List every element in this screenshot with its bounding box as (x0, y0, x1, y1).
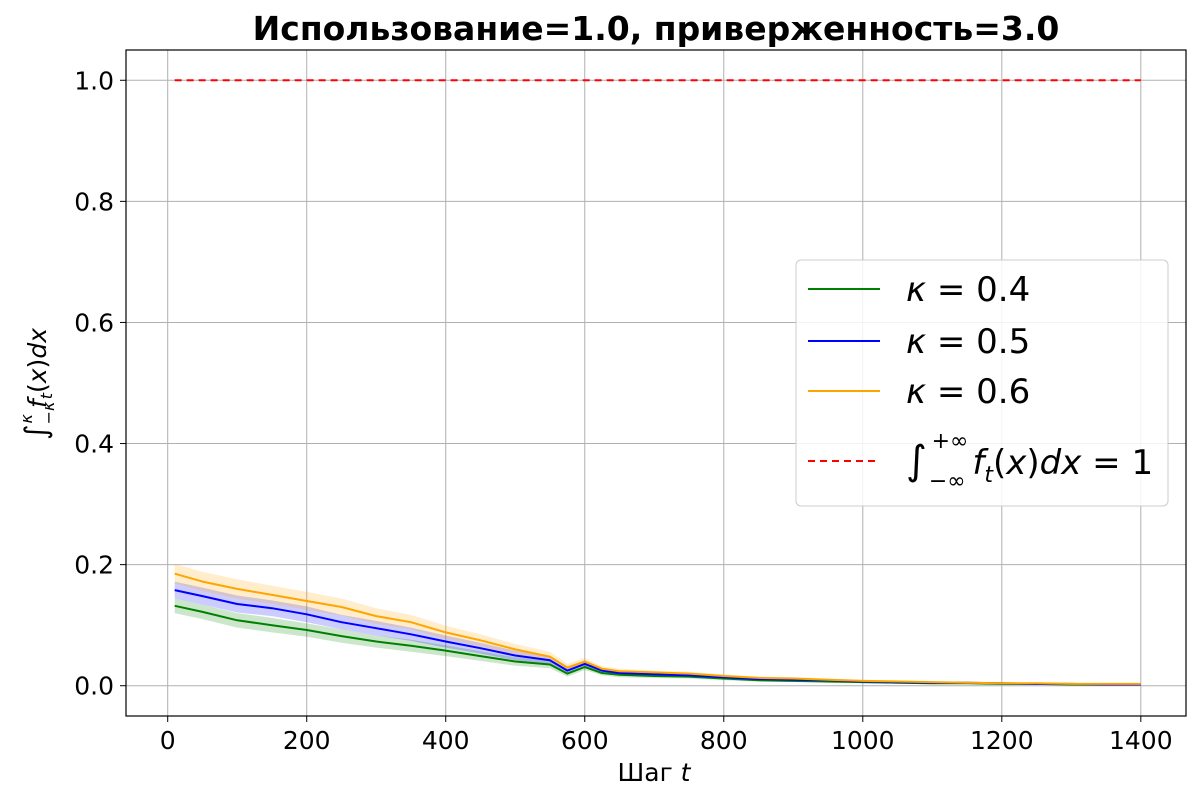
x-tick-label: 1000 (831, 726, 895, 755)
chart-title: Использование=1.0, приверженность=3.0 (253, 9, 1060, 48)
y-tick-label: 1.0 (74, 66, 114, 95)
legend-label-reference: ∫−∞+∞ft(x)dx = 1 (906, 429, 1153, 494)
x-tick-label: 800 (700, 726, 748, 755)
legend-label-k05: κ = 0.5 (906, 322, 1030, 362)
confidence-band-0 (174, 598, 1141, 686)
legend-box (795, 259, 1169, 507)
confidence-bands (174, 564, 1141, 686)
x-tick-label: 200 (283, 726, 331, 755)
y-ticks: 0.0 0.2 0.4 0.6 0.8 1.0 (74, 66, 126, 701)
x-tick-label: 1400 (1109, 726, 1173, 755)
legend-label-k04: κ = 0.4 (906, 270, 1030, 310)
y-tick-label: 0.0 (74, 672, 114, 701)
series-line-2 (174, 572, 1141, 685)
x-axis-label: Шаг t (618, 758, 692, 787)
y-tick-label: 0.6 (74, 308, 114, 337)
svg-text:∫−κκft(x)dx: ∫−κκft(x)dx (17, 328, 58, 440)
y-axis-label: ∫−κκft(x)dx (17, 328, 58, 440)
y-tick-label: 0.2 (74, 551, 114, 580)
legend: κ = 0.4 κ = 0.5 κ = 0.6 ∫−∞+∞ft(x)dx = 1 (795, 259, 1169, 507)
x-tick-label: 1200 (970, 726, 1034, 755)
x-tick-label: 400 (422, 726, 470, 755)
x-ticks: 0 200 400 600 800 1000 1200 1400 (160, 716, 1173, 755)
x-tick-label: 600 (561, 726, 609, 755)
y-tick-label: 0.8 (74, 187, 114, 216)
series-lines (174, 572, 1141, 686)
y-tick-label: 0.4 (74, 430, 114, 459)
x-tick-label: 0 (160, 726, 176, 755)
plot-frame (125, 49, 1187, 717)
legend-label-k06: κ = 0.6 (906, 372, 1030, 412)
confidence-band-1 (174, 581, 1141, 686)
